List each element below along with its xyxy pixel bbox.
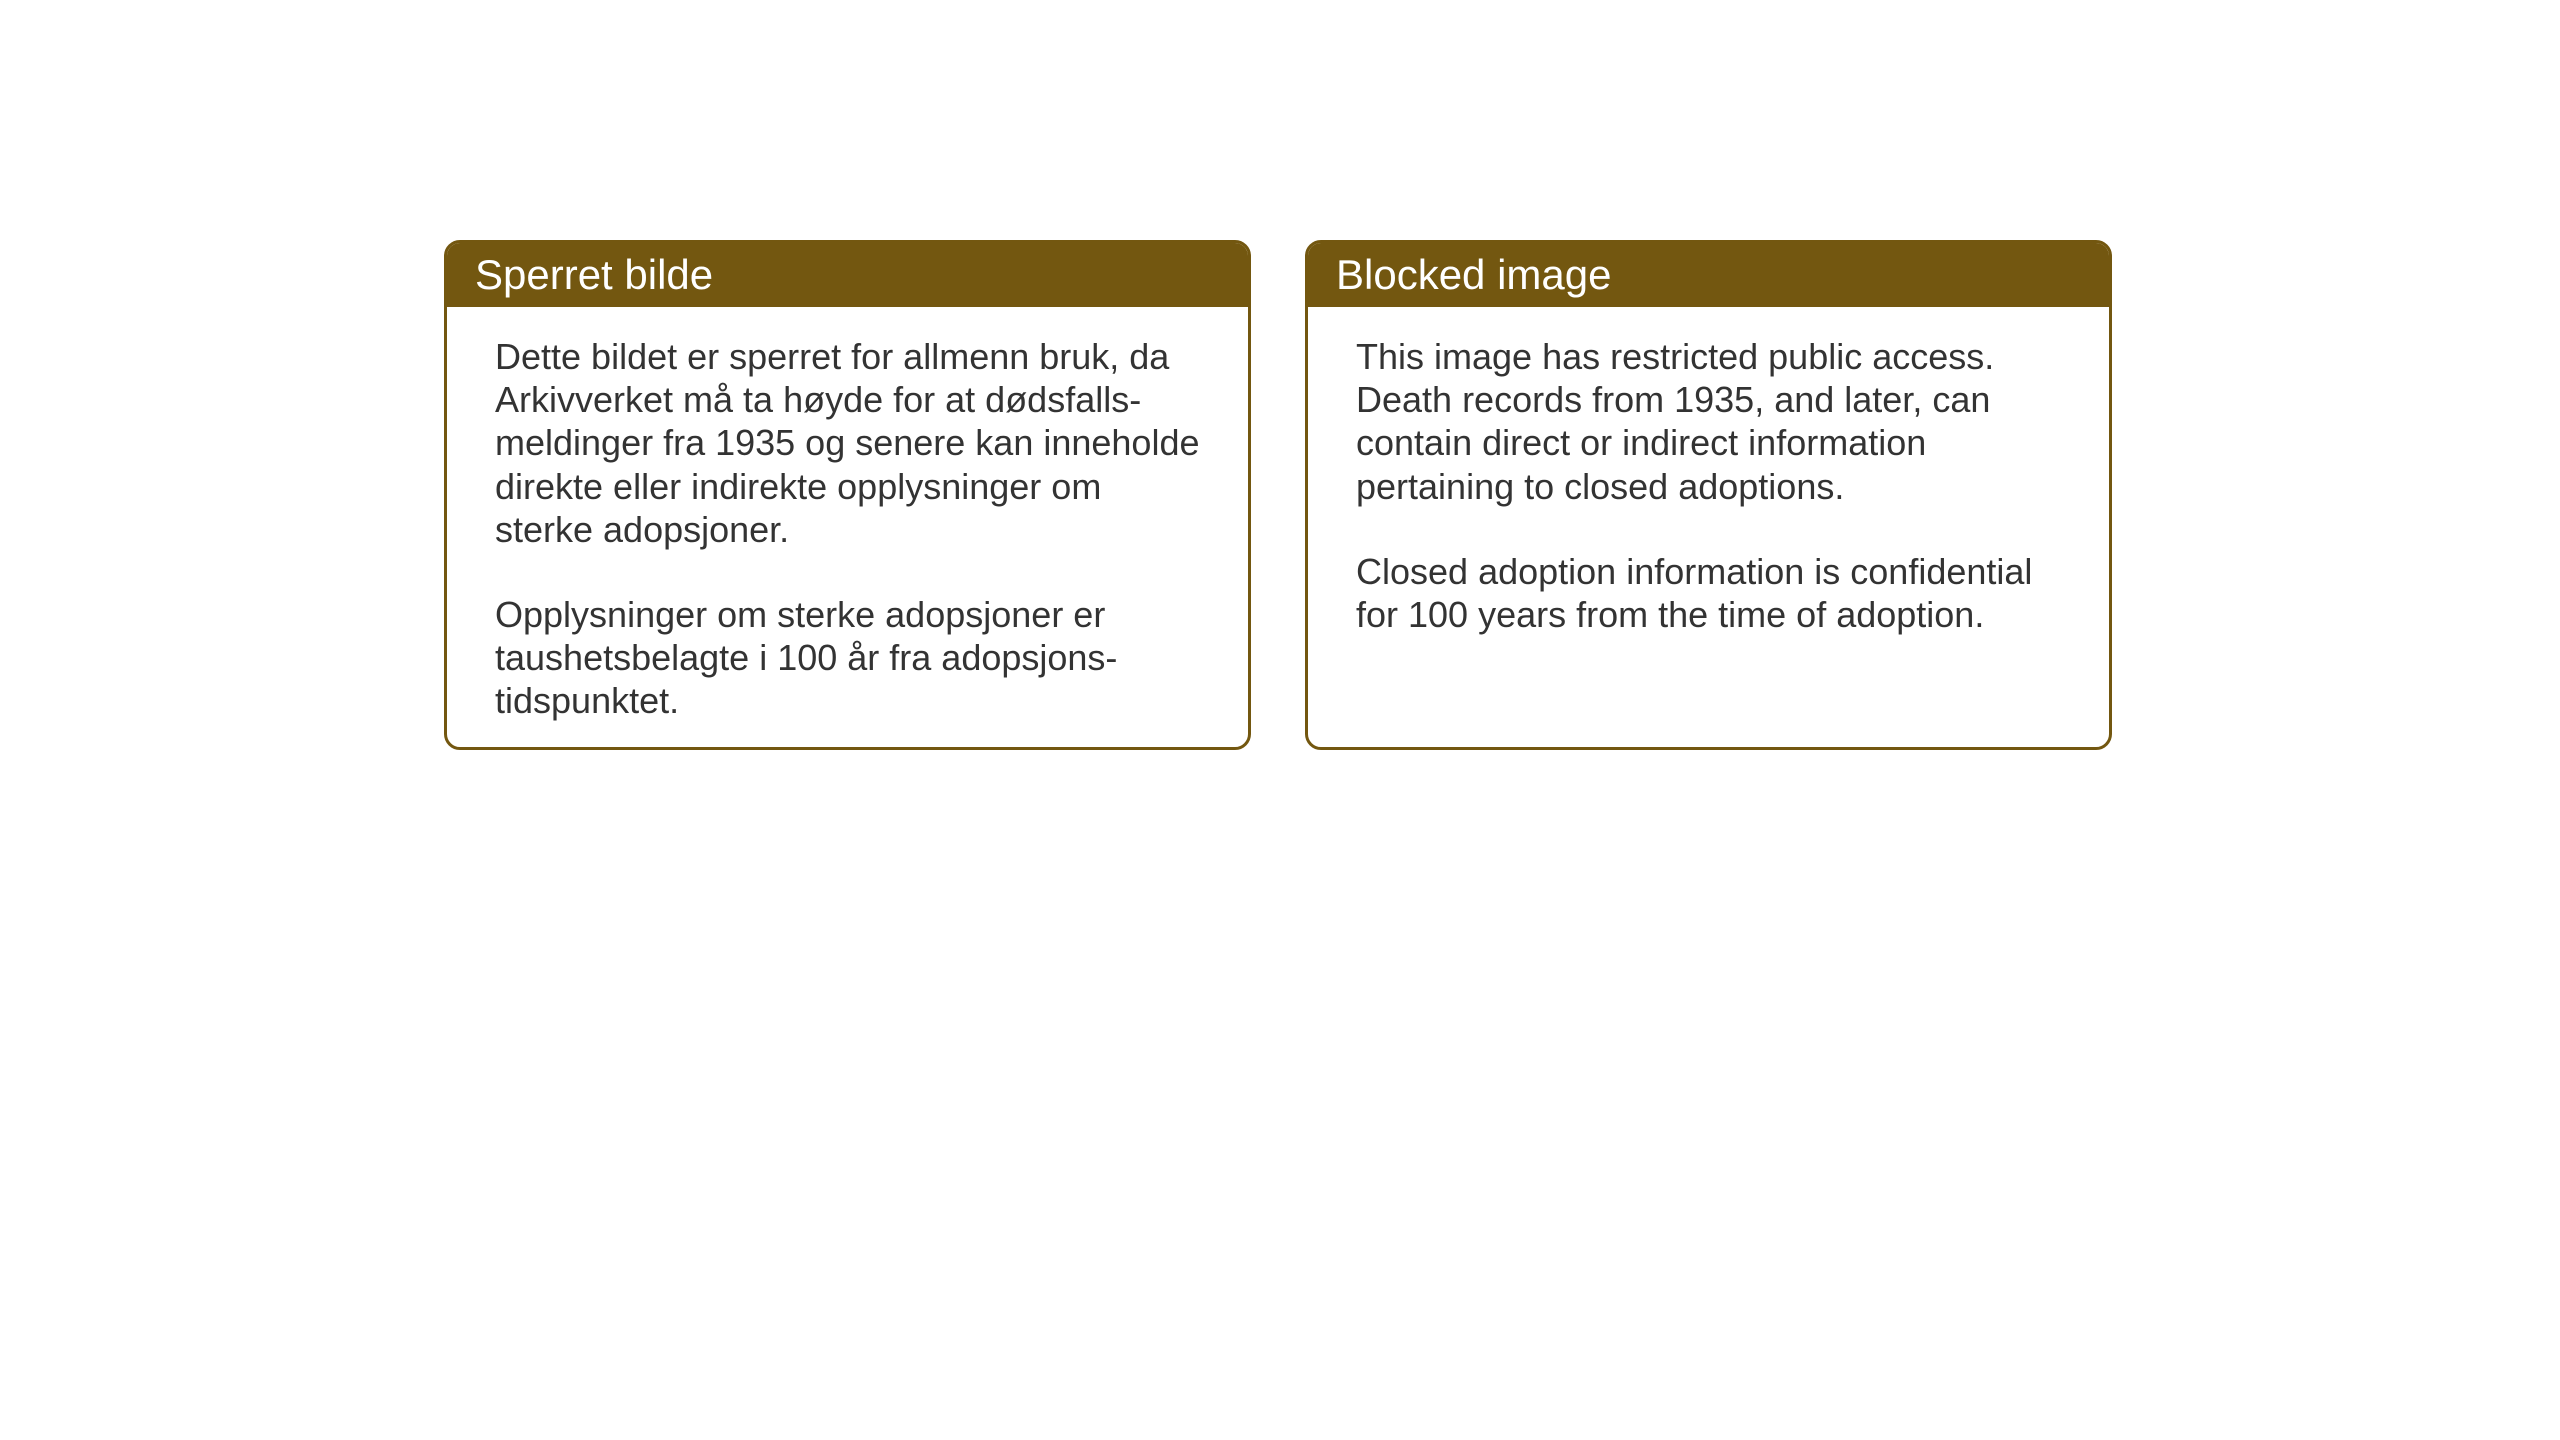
notice-paragraph-1: This image has restricted public access.… — [1356, 335, 2061, 508]
notice-card-norwegian: Sperret bilde Dette bildet er sperret fo… — [444, 240, 1251, 750]
notice-paragraph-2: Closed adoption information is confident… — [1356, 550, 2061, 636]
notice-body-english: This image has restricted public access.… — [1308, 307, 2109, 664]
notice-container: Sperret bilde Dette bildet er sperret fo… — [444, 240, 2112, 750]
notice-paragraph-1: Dette bildet er sperret for allmenn bruk… — [495, 335, 1200, 551]
notice-header-norwegian: Sperret bilde — [447, 243, 1248, 307]
notice-title: Blocked image — [1336, 251, 1611, 298]
notice-card-english: Blocked image This image has restricted … — [1305, 240, 2112, 750]
notice-title: Sperret bilde — [475, 251, 713, 298]
notice-header-english: Blocked image — [1308, 243, 2109, 307]
notice-paragraph-2: Opplysninger om sterke adopsjoner er tau… — [495, 593, 1200, 723]
notice-body-norwegian: Dette bildet er sperret for allmenn bruk… — [447, 307, 1248, 750]
